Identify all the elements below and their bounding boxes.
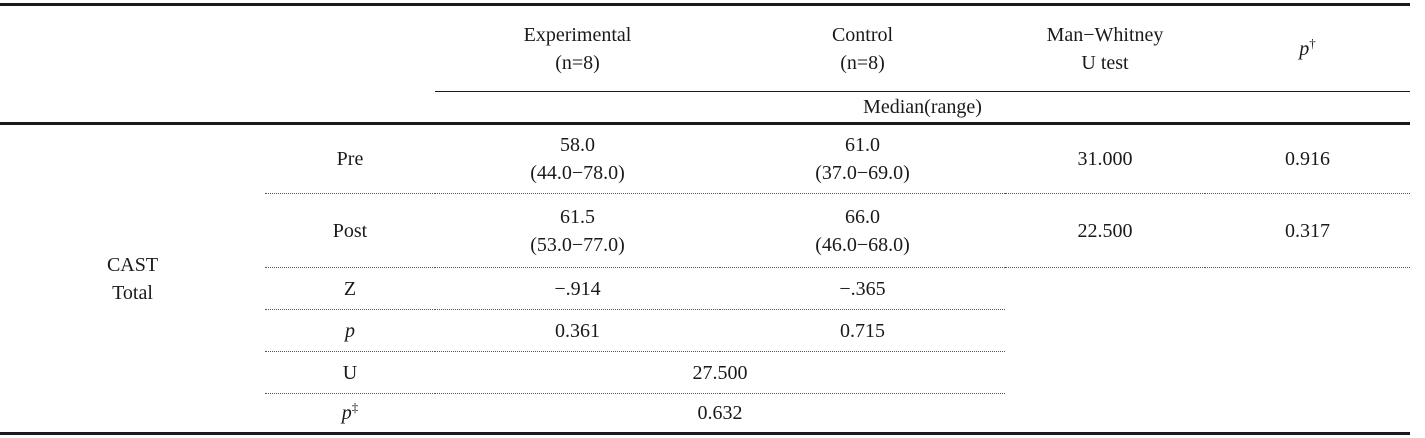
row-p: p 0.361 0.715	[0, 309, 1410, 352]
row-post: Post 61.5 (53.0−77.0) 66.0 (46.0−68.0) 2…	[0, 193, 1410, 268]
pre-p-value: 0.916	[1205, 123, 1410, 194]
u-empty-cell	[1205, 352, 1410, 394]
row-label-p2: p‡	[265, 393, 435, 435]
header-empty-cell	[265, 3, 435, 92]
p-experimental: 0.361	[435, 309, 720, 352]
subheader-empty-cell	[265, 91, 435, 125]
mw-line1: Man−Whitney	[1046, 23, 1164, 46]
pre-experimental: 58.0 (44.0−78.0)	[435, 123, 720, 194]
pre-ctl-range: (37.0−69.0)	[815, 162, 910, 184]
row-label-p: p	[265, 309, 435, 352]
post-ctl-range: (46.0−68.0)	[815, 233, 910, 256]
subheader-empty-cell	[0, 91, 265, 125]
subheader-row: Median(range)	[0, 91, 1410, 125]
row-pre: CAST Total Pre 58.0 (44.0−78.0) 61.0 (37…	[0, 123, 1410, 435]
experimental-label: Experimental	[523, 23, 632, 46]
p2-label: p	[341, 402, 352, 424]
row-p2: p‡ 0.632	[0, 393, 1410, 435]
post-control: 66.0 (46.0−68.0)	[720, 193, 1005, 268]
row-z: Z −.914 −.365	[0, 267, 1410, 310]
post-mw-value: 22.500	[1005, 193, 1205, 268]
double-dagger-mark: ‡	[351, 399, 359, 415]
mw-line2: U test	[1081, 51, 1129, 74]
mann-whitney-header: Man−Whitney U test	[1005, 3, 1205, 92]
u-value: 27.500	[435, 351, 1005, 394]
median-range-label: Median(range)	[435, 91, 1410, 125]
p-empty-cell	[1205, 310, 1410, 352]
z-empty-cell	[1205, 268, 1410, 310]
p-empty-cell	[1005, 310, 1205, 352]
group-label: CAST Total	[0, 123, 265, 435]
post-experimental: 61.5 (53.0−77.0)	[435, 193, 720, 268]
row-label-pre: Pre	[265, 123, 435, 194]
pre-mw-value: 31.000	[1005, 123, 1205, 194]
row-label-post: Post	[265, 193, 435, 268]
group-line1: CAST	[106, 253, 159, 276]
post-ctl-median: 66.0	[845, 205, 880, 228]
p2-empty-cell	[1205, 393, 1410, 435]
pre-control: 61.0 (37.0−69.0)	[720, 123, 1005, 194]
control-header: Control (n=8)	[720, 3, 1005, 92]
header-row: Experimental (n=8) Control (n=8) Man−Whi…	[0, 3, 1410, 92]
post-exp-range: (53.0−77.0)	[530, 233, 625, 256]
experimental-header: Experimental (n=8)	[435, 3, 720, 92]
control-n: (n=8)	[840, 51, 885, 74]
z-control: −.365	[720, 267, 1005, 310]
p2-empty-cell	[1005, 393, 1205, 435]
experimental-n: (n=8)	[555, 51, 600, 74]
post-p-value: 0.317	[1205, 193, 1410, 268]
dagger-mark: †	[1309, 34, 1316, 50]
pre-exp-median: 58.0	[560, 134, 595, 156]
control-label: Control	[831, 23, 894, 46]
group-line2: Total	[112, 281, 153, 304]
p-control: 0.715	[720, 309, 1005, 352]
header-empty-cell	[0, 3, 265, 92]
u-empty-cell	[1005, 352, 1205, 394]
p-label: p	[1299, 37, 1310, 60]
row-u: U 27.500	[0, 351, 1410, 394]
pre-ctl-median: 61.0	[845, 134, 880, 156]
pre-exp-range: (44.0−78.0)	[530, 162, 625, 184]
row-label-z: Z	[265, 267, 435, 310]
z-experimental: −.914	[435, 267, 720, 310]
statistics-table: Experimental (n=8) Control (n=8) Man−Whi…	[0, 3, 1410, 435]
p-header: p†	[1205, 3, 1410, 92]
post-exp-median: 61.5	[560, 205, 595, 228]
z-empty-cell	[1005, 268, 1205, 310]
row-label-u: U	[265, 351, 435, 394]
p2-value: 0.632	[435, 393, 1005, 435]
